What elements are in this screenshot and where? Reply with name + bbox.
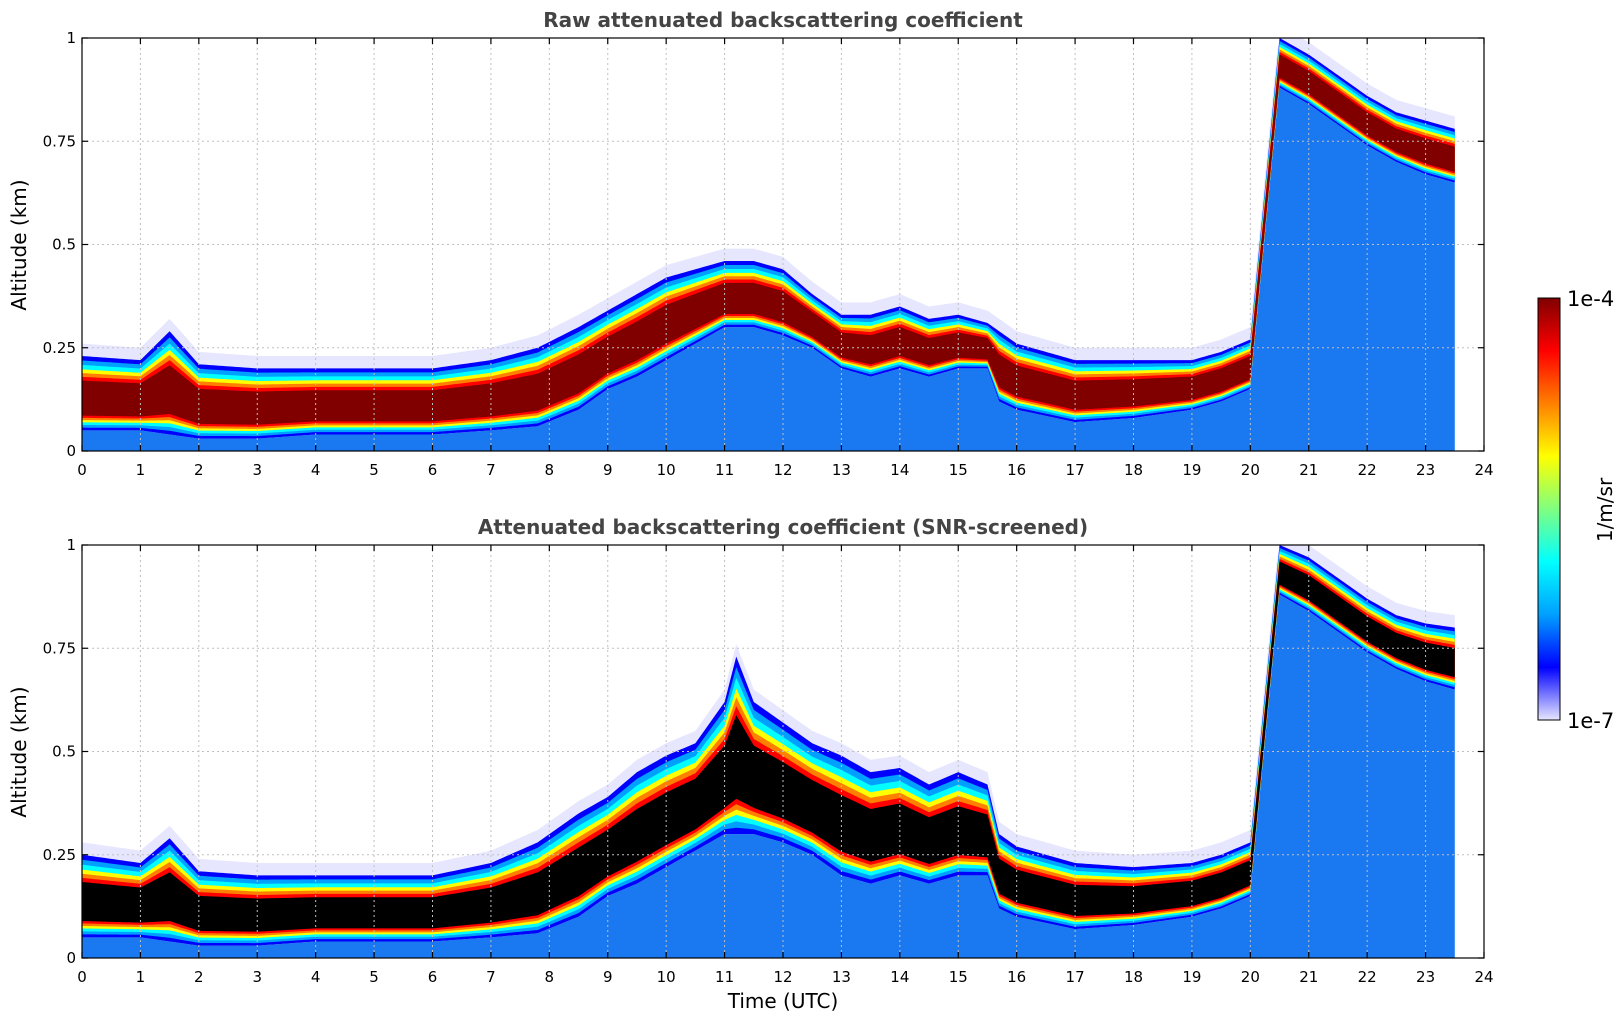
x-tick-label: 3 bbox=[252, 461, 262, 479]
screened-grid bbox=[82, 545, 1484, 958]
x-tick-label: 20 bbox=[1241, 968, 1260, 986]
x-tick-label: 2 bbox=[194, 461, 204, 479]
colorbar: 1e-4 1e-7 1/m/sr bbox=[1537, 287, 1617, 733]
x-tick-label: 23 bbox=[1416, 968, 1435, 986]
raw-backscatter-panel: Raw attenuated backscattering coefficien… bbox=[7, 8, 1494, 479]
x-tick-label: 15 bbox=[949, 968, 968, 986]
x-tick-label: 11 bbox=[715, 968, 734, 986]
y-tick-label: 0.5 bbox=[52, 743, 76, 761]
x-tick-label: 24 bbox=[1474, 968, 1493, 986]
raw-grid bbox=[82, 38, 1484, 451]
x-tick-label: 16 bbox=[1007, 968, 1026, 986]
x-tick-label: 2 bbox=[194, 968, 204, 986]
x-tick-label: 4 bbox=[311, 461, 321, 479]
x-tick-label: 21 bbox=[1299, 968, 1318, 986]
x-tick-label: 7 bbox=[486, 968, 496, 986]
raw-panel-title: Raw attenuated backscattering coefficien… bbox=[543, 8, 1023, 32]
x-tick-label: 1 bbox=[136, 968, 146, 986]
layer-halo bbox=[82, 545, 1455, 876]
screened-panel-title: Attenuated backscattering coefficient (S… bbox=[478, 515, 1088, 539]
x-tick-label: 10 bbox=[657, 968, 676, 986]
x-tick-label: 16 bbox=[1007, 461, 1026, 479]
raw-axes: 0 1 2 3 4 5 6 7 8 9 10 11 12 13 14 15 16 17 18 19 20 21 22 23 24… bbox=[43, 29, 1494, 479]
layer-band-4 bbox=[82, 556, 1455, 936]
x-tick-label: 18 bbox=[1124, 968, 1143, 986]
x-tick-label: 4 bbox=[311, 968, 321, 986]
y-tick-label: 0.75 bbox=[43, 639, 76, 657]
x-tick-label: 3 bbox=[252, 968, 262, 986]
x-tick-label: 22 bbox=[1358, 461, 1377, 479]
colorbar-scale bbox=[1537, 297, 1561, 721]
x-tick-label: 20 bbox=[1241, 461, 1260, 479]
screened-axes: 0 1 2 3 4 5 6 7 8 9 10 11 12 13 14 15 16 17 18 19 20 21 22 23 24… bbox=[43, 536, 1494, 986]
y-tick-label: 0.5 bbox=[52, 236, 76, 254]
y-tick-label: 1 bbox=[66, 29, 76, 47]
below-layer-region bbox=[82, 87, 1455, 451]
x-tick-label: 21 bbox=[1299, 461, 1318, 479]
x-tick-label: 10 bbox=[657, 461, 676, 479]
x-tick-label: 17 bbox=[1066, 968, 1085, 986]
x-tick-label: 15 bbox=[949, 461, 968, 479]
screened-backscatter-panel: Attenuated backscattering coefficient (S… bbox=[7, 515, 1494, 1013]
x-tick-label: 11 bbox=[715, 461, 734, 479]
x-tick-label: 23 bbox=[1416, 461, 1435, 479]
x-tick-label: 8 bbox=[545, 968, 555, 986]
x-tick-label: 1 bbox=[136, 461, 146, 479]
x-tick-label: 5 bbox=[369, 968, 379, 986]
below-layer-region bbox=[82, 594, 1455, 958]
x-tick-label: 12 bbox=[773, 461, 792, 479]
colorbar-min-label: 1e-7 bbox=[1567, 709, 1614, 733]
layer-band-6 bbox=[82, 54, 1455, 425]
x-tick-label: 0 bbox=[77, 968, 87, 986]
time-x-axis-label: Time (UTC) bbox=[727, 989, 839, 1013]
y-tick-label: 0.25 bbox=[43, 339, 76, 357]
x-tick-label: 14 bbox=[890, 968, 909, 986]
x-tick-label: 9 bbox=[603, 461, 613, 479]
y-tick-label: 0 bbox=[66, 442, 76, 460]
x-tick-label: 18 bbox=[1124, 461, 1143, 479]
layer-band-6 bbox=[82, 561, 1455, 932]
x-tick-label: 13 bbox=[832, 968, 851, 986]
screened-y-axis-label: Altitude (km) bbox=[7, 686, 31, 817]
colorbar-units-label: 1/m/sr bbox=[1593, 477, 1617, 542]
y-tick-label: 0.75 bbox=[43, 132, 76, 150]
y-tick-label: 0 bbox=[66, 949, 76, 967]
x-tick-label: 5 bbox=[369, 461, 379, 479]
x-tick-label: 17 bbox=[1066, 461, 1085, 479]
x-tick-label: 22 bbox=[1358, 968, 1377, 986]
x-tick-label: 9 bbox=[603, 968, 613, 986]
colorbar-max-label: 1e-4 bbox=[1567, 287, 1614, 311]
x-tick-label: 0 bbox=[77, 461, 87, 479]
x-tick-label: 14 bbox=[890, 461, 909, 479]
x-tick-label: 13 bbox=[832, 461, 851, 479]
y-tick-label: 0.25 bbox=[43, 846, 76, 864]
y-tick-label: 1 bbox=[66, 536, 76, 554]
x-tick-label: 8 bbox=[545, 461, 555, 479]
x-tick-label: 6 bbox=[428, 968, 438, 986]
x-tick-label: 12 bbox=[773, 968, 792, 986]
x-tick-label: 6 bbox=[428, 461, 438, 479]
raw-y-axis-label: Altitude (km) bbox=[7, 179, 31, 310]
x-tick-label: 7 bbox=[486, 461, 496, 479]
x-tick-label: 19 bbox=[1182, 461, 1201, 479]
x-tick-label: 19 bbox=[1182, 968, 1201, 986]
x-tick-label: 24 bbox=[1474, 461, 1493, 479]
